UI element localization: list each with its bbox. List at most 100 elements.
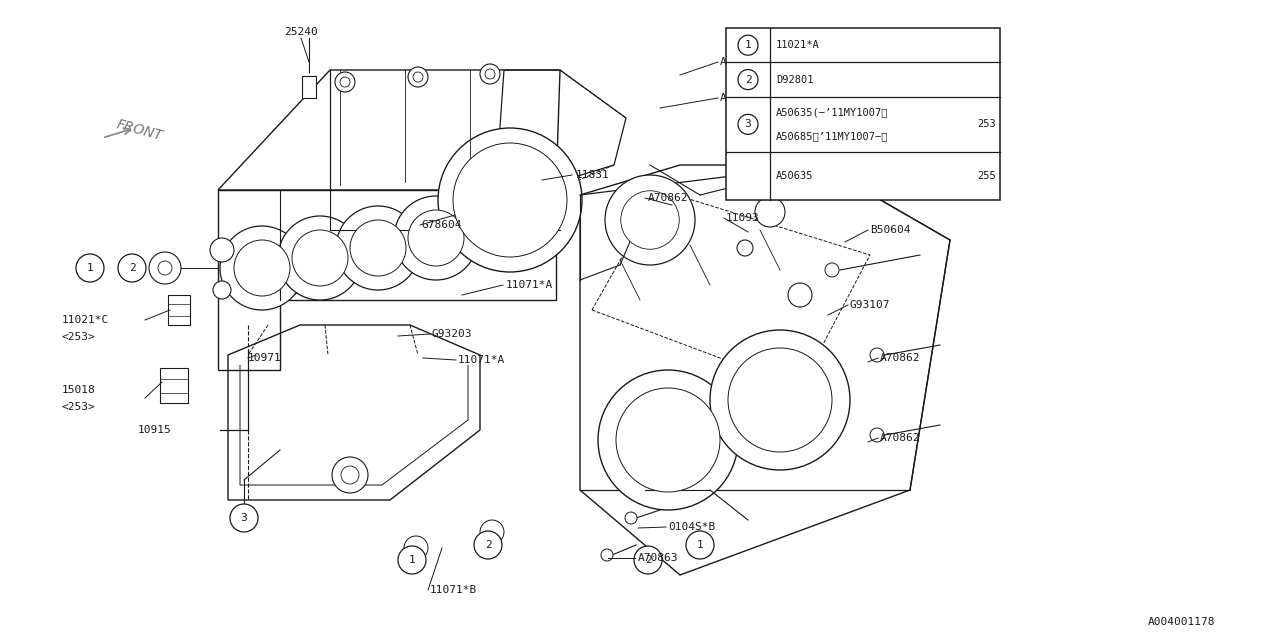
Text: A70862: A70862 [881,353,920,363]
Text: FRONT: FRONT [115,117,165,143]
Circle shape [598,370,739,510]
Text: A004001178: A004001178 [1148,617,1216,627]
Circle shape [118,254,146,282]
Text: 11071*A: 11071*A [506,280,553,290]
Circle shape [625,512,637,524]
Bar [168,295,189,325]
Circle shape [634,546,662,574]
Circle shape [76,254,104,282]
Text: 3: 3 [745,119,751,129]
Circle shape [788,283,812,307]
Circle shape [157,261,172,275]
Circle shape [728,348,832,452]
Text: 2: 2 [645,555,652,565]
Text: 11093: 11093 [726,213,760,223]
Text: 11071*A: 11071*A [458,355,506,365]
Polygon shape [218,70,561,190]
Circle shape [220,226,305,310]
Circle shape [602,549,613,561]
Circle shape [755,197,785,227]
Text: 1: 1 [408,555,416,565]
Text: A40614: A40614 [719,93,760,103]
Circle shape [480,64,500,84]
Circle shape [710,330,850,470]
Polygon shape [280,190,561,300]
Circle shape [870,428,884,442]
Text: B50604: B50604 [870,225,910,235]
Circle shape [340,77,349,87]
Circle shape [413,72,422,82]
Polygon shape [498,70,626,182]
Text: 253: 253 [977,119,996,129]
Polygon shape [218,190,556,370]
Circle shape [480,520,504,544]
Circle shape [394,196,477,280]
Text: A40615: A40615 [719,57,760,67]
Circle shape [332,457,369,493]
Text: 1: 1 [696,540,704,550]
Circle shape [739,70,758,90]
Circle shape [605,175,695,265]
Circle shape [292,230,348,286]
Text: 2: 2 [128,263,136,273]
Circle shape [148,252,180,284]
Circle shape [278,216,362,300]
Text: 1: 1 [745,40,751,50]
Circle shape [485,69,495,79]
Text: 2: 2 [745,75,751,84]
Circle shape [398,546,426,574]
Circle shape [212,281,230,299]
Text: <253>: <253> [61,332,96,342]
Circle shape [335,72,355,92]
Bar [726,28,1000,200]
Text: D92801: D92801 [776,75,814,84]
Text: <253>: <253> [61,402,96,412]
Text: 11021*A: 11021*A [776,40,819,50]
Circle shape [739,115,758,134]
Circle shape [737,240,753,256]
Text: A70862: A70862 [648,193,689,203]
Circle shape [210,238,234,262]
Text: A50635: A50635 [776,171,814,181]
Text: A50685（’11MY1007−）: A50685（’11MY1007−） [776,131,888,141]
Circle shape [438,128,582,272]
Circle shape [404,536,428,560]
Bar [302,76,316,98]
Text: 10971: 10971 [248,353,282,363]
Circle shape [739,35,758,55]
Text: 255: 255 [977,171,996,181]
Text: 0104S*B: 0104S*B [668,522,716,532]
Circle shape [870,348,884,362]
Text: 1: 1 [87,263,93,273]
Circle shape [408,67,428,87]
Text: 11071*B: 11071*B [430,585,477,595]
Circle shape [616,388,719,492]
Circle shape [234,240,291,296]
Text: G93203: G93203 [433,329,472,339]
Text: 25240: 25240 [284,27,317,37]
Circle shape [686,531,714,559]
Text: A50635(−’11MY1007）: A50635(−’11MY1007） [776,108,888,117]
Circle shape [474,531,502,559]
Bar [160,368,188,403]
Text: A70862: A70862 [881,433,920,443]
Circle shape [826,263,838,277]
Circle shape [408,210,465,266]
Circle shape [230,504,259,532]
Circle shape [340,466,358,484]
Circle shape [453,143,567,257]
Text: 11021*C: 11021*C [61,315,109,325]
Polygon shape [580,165,950,575]
Circle shape [349,220,406,276]
Text: 10915: 10915 [138,425,172,435]
Text: 2: 2 [485,540,492,550]
Circle shape [621,191,680,249]
Text: 15018: 15018 [61,385,96,395]
Text: G78604: G78604 [422,220,462,230]
Polygon shape [228,325,480,500]
Text: 3: 3 [241,513,247,523]
Text: 11831: 11831 [576,170,609,180]
Circle shape [335,206,420,290]
Text: A70863: A70863 [637,553,678,563]
Text: G93107: G93107 [850,300,891,310]
